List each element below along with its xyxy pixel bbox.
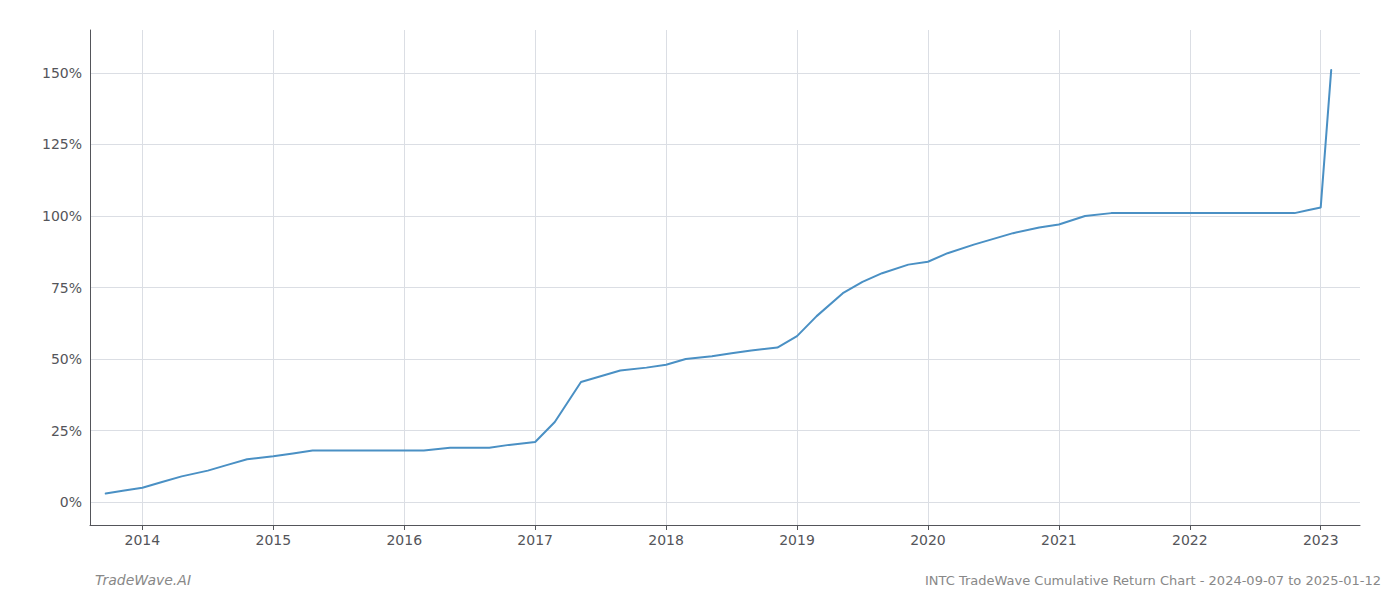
svg-text:2018: 2018 (648, 532, 684, 548)
svg-text:2017: 2017 (517, 532, 553, 548)
svg-text:2014: 2014 (125, 532, 161, 548)
svg-text:2016: 2016 (386, 532, 422, 548)
svg-text:2021: 2021 (1041, 532, 1077, 548)
svg-text:150%: 150% (42, 65, 82, 81)
svg-text:2015: 2015 (255, 532, 291, 548)
svg-text:TradeWave.AI: TradeWave.AI (95, 572, 191, 588)
svg-text:75%: 75% (51, 280, 82, 296)
svg-text:25%: 25% (51, 423, 82, 439)
svg-text:100%: 100% (42, 208, 82, 224)
svg-text:2019: 2019 (779, 532, 815, 548)
svg-text:50%: 50% (51, 351, 82, 367)
svg-text:125%: 125% (42, 136, 82, 152)
svg-text:2023: 2023 (1303, 532, 1339, 548)
svg-text:0%: 0% (60, 494, 82, 510)
svg-text:2022: 2022 (1172, 532, 1208, 548)
svg-text:INTC TradeWave Cumulative Retu: INTC TradeWave Cumulative Return Chart -… (925, 573, 1381, 588)
svg-text:2020: 2020 (910, 532, 946, 548)
